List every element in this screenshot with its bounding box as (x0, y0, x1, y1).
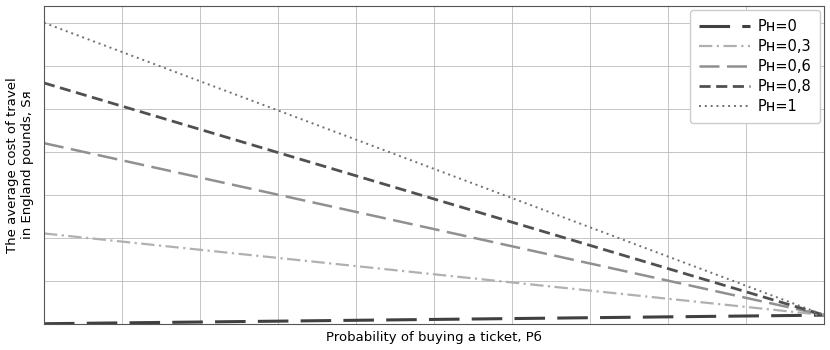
Line: Рн=1: Рн=1 (44, 23, 824, 315)
Рн=0,3 (504, 280, 514, 284)
Рн=0,8 (414, 193, 424, 197)
Рн=0,3 (414, 271, 424, 275)
Рн=1 (504, 195, 514, 199)
Рн=0 (819, 313, 829, 317)
Рн=0,3 (39, 231, 49, 236)
Y-axis label: The average cost of travel
in England pounds, Sя: The average cost of travel in England po… (6, 77, 33, 252)
Legend: Рн=0, Рн=0,3, Рн=0,6, Рн=0,8, Рн=1: Рн=0, Рн=0,3, Рн=0,6, Рн=0,8, Рн=1 (691, 10, 820, 123)
Рн=0,8 (819, 313, 829, 317)
Рн=1 (39, 21, 49, 25)
Рн=0 (461, 317, 471, 321)
Рн=0,6 (39, 141, 49, 145)
Рн=0,3 (679, 298, 689, 302)
Рн=0,3 (819, 313, 829, 317)
Рн=0,8 (461, 206, 471, 211)
Рн=0,8 (679, 271, 689, 275)
Рн=0,6 (461, 234, 471, 238)
Рн=1 (414, 161, 424, 166)
Рн=0,6 (801, 309, 811, 313)
Рн=0,3 (801, 311, 811, 315)
Рн=0,8 (801, 307, 811, 312)
Рн=0,3 (461, 275, 471, 280)
Line: Рн=0,6: Рн=0,6 (44, 143, 824, 315)
Рн=0,8 (39, 81, 49, 85)
Рн=1 (410, 160, 420, 164)
Рн=1 (801, 306, 811, 310)
Рн=0,8 (410, 191, 420, 195)
Рн=1 (461, 179, 471, 183)
Рн=0 (414, 317, 424, 322)
Line: Рн=0: Рн=0 (44, 315, 824, 324)
Рн=1 (819, 313, 829, 317)
Рн=0 (39, 322, 49, 326)
Рн=0,6 (504, 243, 514, 247)
Рн=0,6 (819, 313, 829, 317)
Line: Рн=0,3: Рн=0,3 (44, 233, 824, 315)
Рн=0 (504, 316, 514, 321)
Рн=0,6 (679, 282, 689, 286)
Рн=0,6 (414, 224, 424, 228)
X-axis label: Probability of buying a ticket, Рб: Probability of buying a ticket, Рб (326, 331, 542, 344)
Рн=1 (679, 260, 689, 265)
Рн=0 (801, 313, 811, 317)
Рн=0 (679, 315, 689, 319)
Рн=0,3 (410, 270, 420, 274)
Рн=0 (410, 317, 420, 322)
Line: Рн=0,8: Рн=0,8 (44, 83, 824, 315)
Рн=0,8 (504, 219, 514, 223)
Рн=0,6 (410, 223, 420, 227)
